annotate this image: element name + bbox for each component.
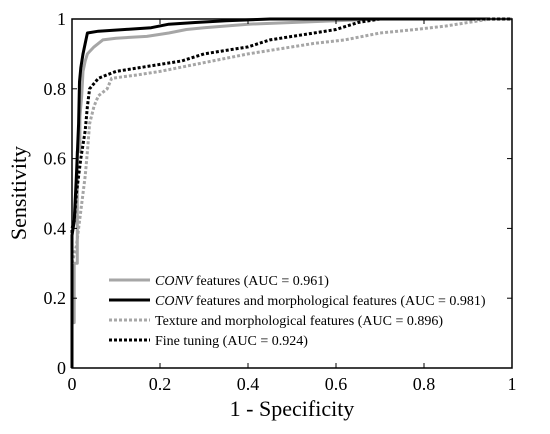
series-line-4 [70,17,512,368]
y-tick-label: 0.4 [44,218,67,238]
legend-label-text: Texture and morphological features (AUC … [155,314,443,329]
legend-label-1: CONV features (AUC = 0.961) [155,274,329,289]
legend-label-2: CONV features and morphological features… [155,294,486,309]
plot-frame [71,18,513,369]
series-line-3 [70,17,512,368]
plot-lines [70,17,512,368]
series-line-2 [70,17,512,368]
y-tick-label: 0.6 [44,149,67,169]
legend: CONV features (AUC = 0.961)CONV features… [109,274,486,349]
y-tick-label: 1 [57,9,66,29]
legend-label-text: features and morphological features (AUC… [192,294,486,309]
axis-ticks: 0 0.2 0.4 0.6 0.8 1 0 0.2 0.4 0.6 0.8 1 [44,9,517,394]
series-line-1 [70,17,512,368]
x-tick-label: 1 [508,374,517,394]
x-tick-label: 0 [68,374,77,394]
y-axis-label: Sensitivity [6,146,31,240]
legend-label-italic: CONV [155,274,194,289]
legend-label-text: Fine tuning (AUC = 0.924) [155,334,308,349]
x-tick-label: 0.2 [149,374,172,394]
y-tick-label: 0.8 [44,79,67,99]
x-tick-label: 0.8 [413,374,436,394]
y-tick-label: 0.2 [44,288,67,308]
legend-label-italic: CONV [155,294,194,309]
legend-label-text: features (AUC = 0.961) [192,274,329,289]
x-axis-label: 1 - Specificity [230,396,355,421]
y-tick-label: 0 [57,358,66,378]
x-tick-label: 0.6 [325,374,348,394]
x-tick-label: 0.4 [237,374,260,394]
legend-label-4: Fine tuning (AUC = 0.924) [155,334,308,349]
legend-label-3: Texture and morphological features (AUC … [155,314,443,329]
